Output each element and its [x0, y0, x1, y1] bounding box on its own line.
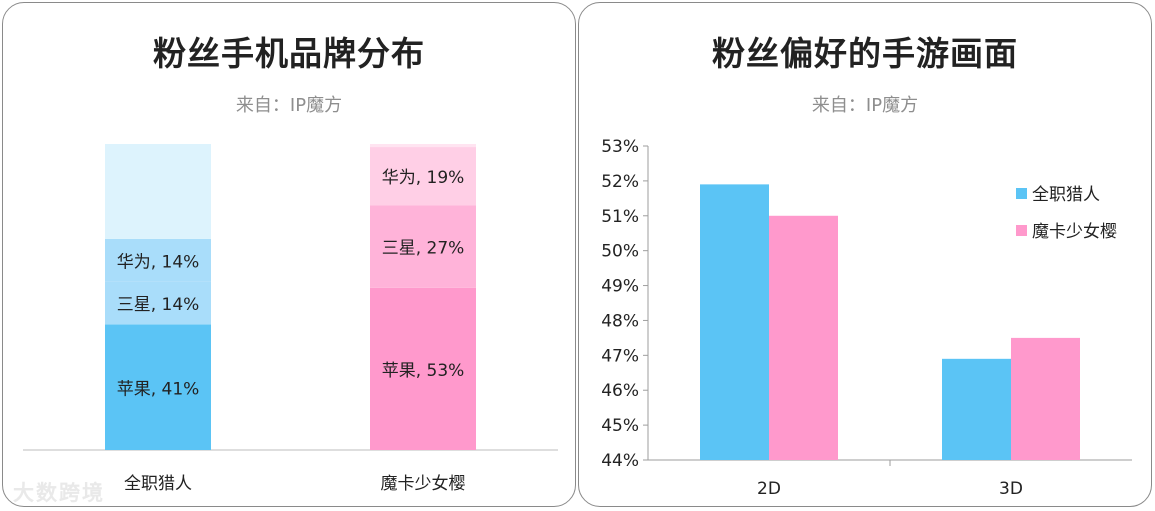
graphics-preference-bar-chart: 44% 45% 46% 47% 48% 49% 50% 51% 52% 53% 2D 3D 全职猎人魔卡…: [601, 137, 1132, 499]
right-chart-source: 来自：IP魔方: [811, 95, 919, 116]
y-tick-label: 49%: [601, 277, 639, 297]
y-tick-label: 45%: [601, 416, 639, 436]
bar-0-1: [769, 215, 838, 460]
legend-swatch: [1016, 188, 1027, 199]
watermark-text: 大数跨境: [13, 481, 105, 505]
bar-segment-1-0: [370, 287, 476, 450]
y-tick-label: 51%: [601, 207, 639, 227]
bar-segment-0-2: [105, 238, 211, 282]
y-tick-label: 47%: [601, 346, 639, 366]
data-label: 华为, 14%: [117, 252, 200, 272]
y-tick-label: 52%: [601, 172, 639, 192]
left-chart-source: 来自：IP魔方: [235, 95, 343, 116]
y-tick-label: 53%: [601, 137, 639, 157]
bar-segment-1-3: [370, 144, 476, 148]
x-tick-label: 3D: [999, 479, 1023, 499]
data-label: 三星, 14%: [117, 295, 200, 315]
bar-segment-1-2: [370, 147, 476, 206]
brand-distribution-panel: 粉丝手机品牌分布 来自：IP魔方 苹果, 41% 三星, 14% 华为, 14% 全职…: [2, 2, 576, 507]
x-tick-label: 魔卡少女樱: [381, 474, 466, 494]
data-label: 华为, 19%: [382, 168, 465, 188]
x-tick-label: 全职猎人: [124, 474, 192, 494]
legend-label: 魔卡少女樱: [1032, 222, 1117, 242]
bar-segment-1-1: [370, 205, 476, 288]
bar-segment-0-3: [105, 144, 211, 239]
y-tick-label: 48%: [601, 311, 639, 331]
brand-stacked-bar-chart: 苹果, 41% 三星, 14% 华为, 14% 全职猎人 苹果, 53% 三星, 27% 华…: [23, 144, 558, 494]
legend-swatch: [1016, 225, 1027, 236]
bar-1-0: [942, 358, 1011, 460]
bar-segment-0-0: [105, 324, 211, 450]
data-label: 苹果, 53%: [382, 361, 465, 381]
legend-label: 全职猎人: [1032, 185, 1100, 205]
y-tick-label: 50%: [601, 242, 639, 262]
y-tick-label: 44%: [601, 451, 639, 471]
data-label: 苹果, 41%: [117, 379, 200, 399]
left-chart-title: 粉丝手机品牌分布: [153, 34, 425, 73]
bar-segment-0-1: [105, 281, 211, 325]
y-tick-label: 46%: [601, 381, 639, 401]
bar-0-0: [700, 184, 769, 460]
bar-1-1: [1011, 337, 1080, 460]
data-label: 三星, 27%: [382, 239, 465, 259]
right-chart-title: 粉丝偏好的手游画面: [712, 34, 1018, 73]
game-graphics-panel: 粉丝偏好的手游画面 来自：IP魔方 44% 45% 46% 47% 48% 49% 50% 5…: [578, 2, 1152, 507]
x-tick-label: 2D: [757, 479, 781, 499]
